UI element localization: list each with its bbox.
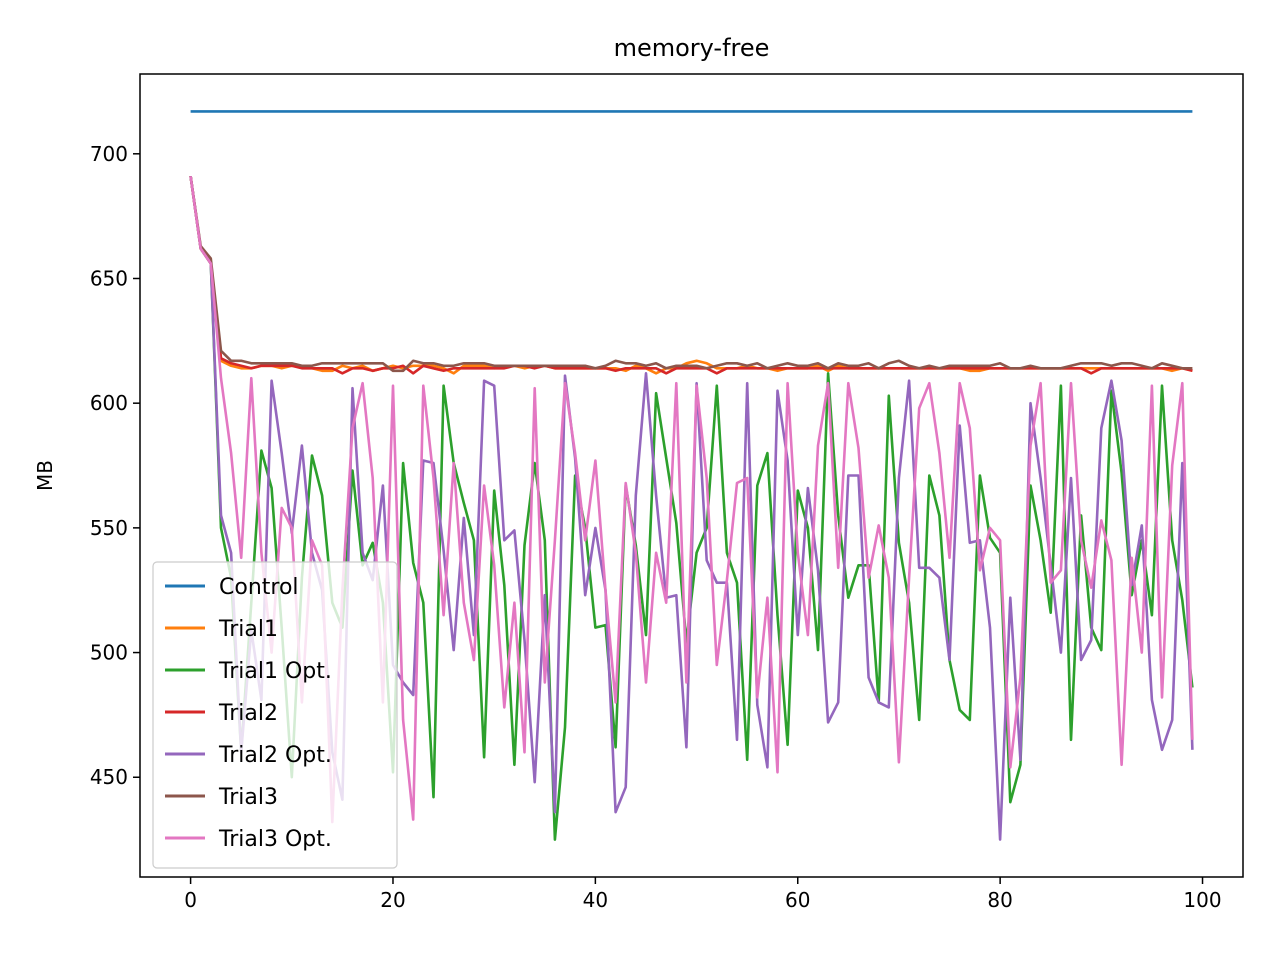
x-tick-label: 80 <box>987 888 1012 912</box>
x-tick-label: 60 <box>785 888 810 912</box>
legend-label-trial2-opt: Trial2 Opt. <box>218 743 332 768</box>
y-axis: 450 500 550 600 650 700 <box>90 142 140 789</box>
x-tick-label: 40 <box>583 888 608 912</box>
legend-label-trial3: Trial3 <box>218 785 278 810</box>
series-line-trial3-opt <box>189 176 1194 824</box>
y-tick-label: 600 <box>90 391 128 415</box>
legend-label-trial2: Trial2 <box>218 701 278 726</box>
y-tick-label: 700 <box>90 142 128 166</box>
legend-label-trial3-opt: Trial3 Opt. <box>218 827 332 852</box>
y-axis-label: MB <box>33 460 57 491</box>
x-tick-label: 20 <box>380 888 405 912</box>
legend: Control Trial1 Trial1 Opt. Trial2 Trial2 Opt… <box>152 561 398 869</box>
x-axis: 0 20 40 60 80 100 <box>184 877 1222 912</box>
legend-label-trial1-opt: Trial1 Opt. <box>218 659 332 684</box>
y-tick-label: 650 <box>90 266 128 290</box>
x-tick-label: 100 <box>1183 888 1221 912</box>
y-tick-label: 500 <box>90 641 128 665</box>
y-tick-label: 550 <box>90 516 128 540</box>
plot-frame <box>139 73 1244 878</box>
x-tick-label: 0 <box>184 888 197 912</box>
series-line-trial3 <box>189 176 1193 373</box>
series-layer <box>189 110 1194 841</box>
chart-title: memory-free <box>614 34 770 62</box>
legend-box <box>152 561 398 869</box>
legend-label-control: Control <box>219 575 299 600</box>
legend-label-trial1: Trial1 <box>218 617 278 642</box>
y-tick-label: 450 <box>90 765 128 789</box>
